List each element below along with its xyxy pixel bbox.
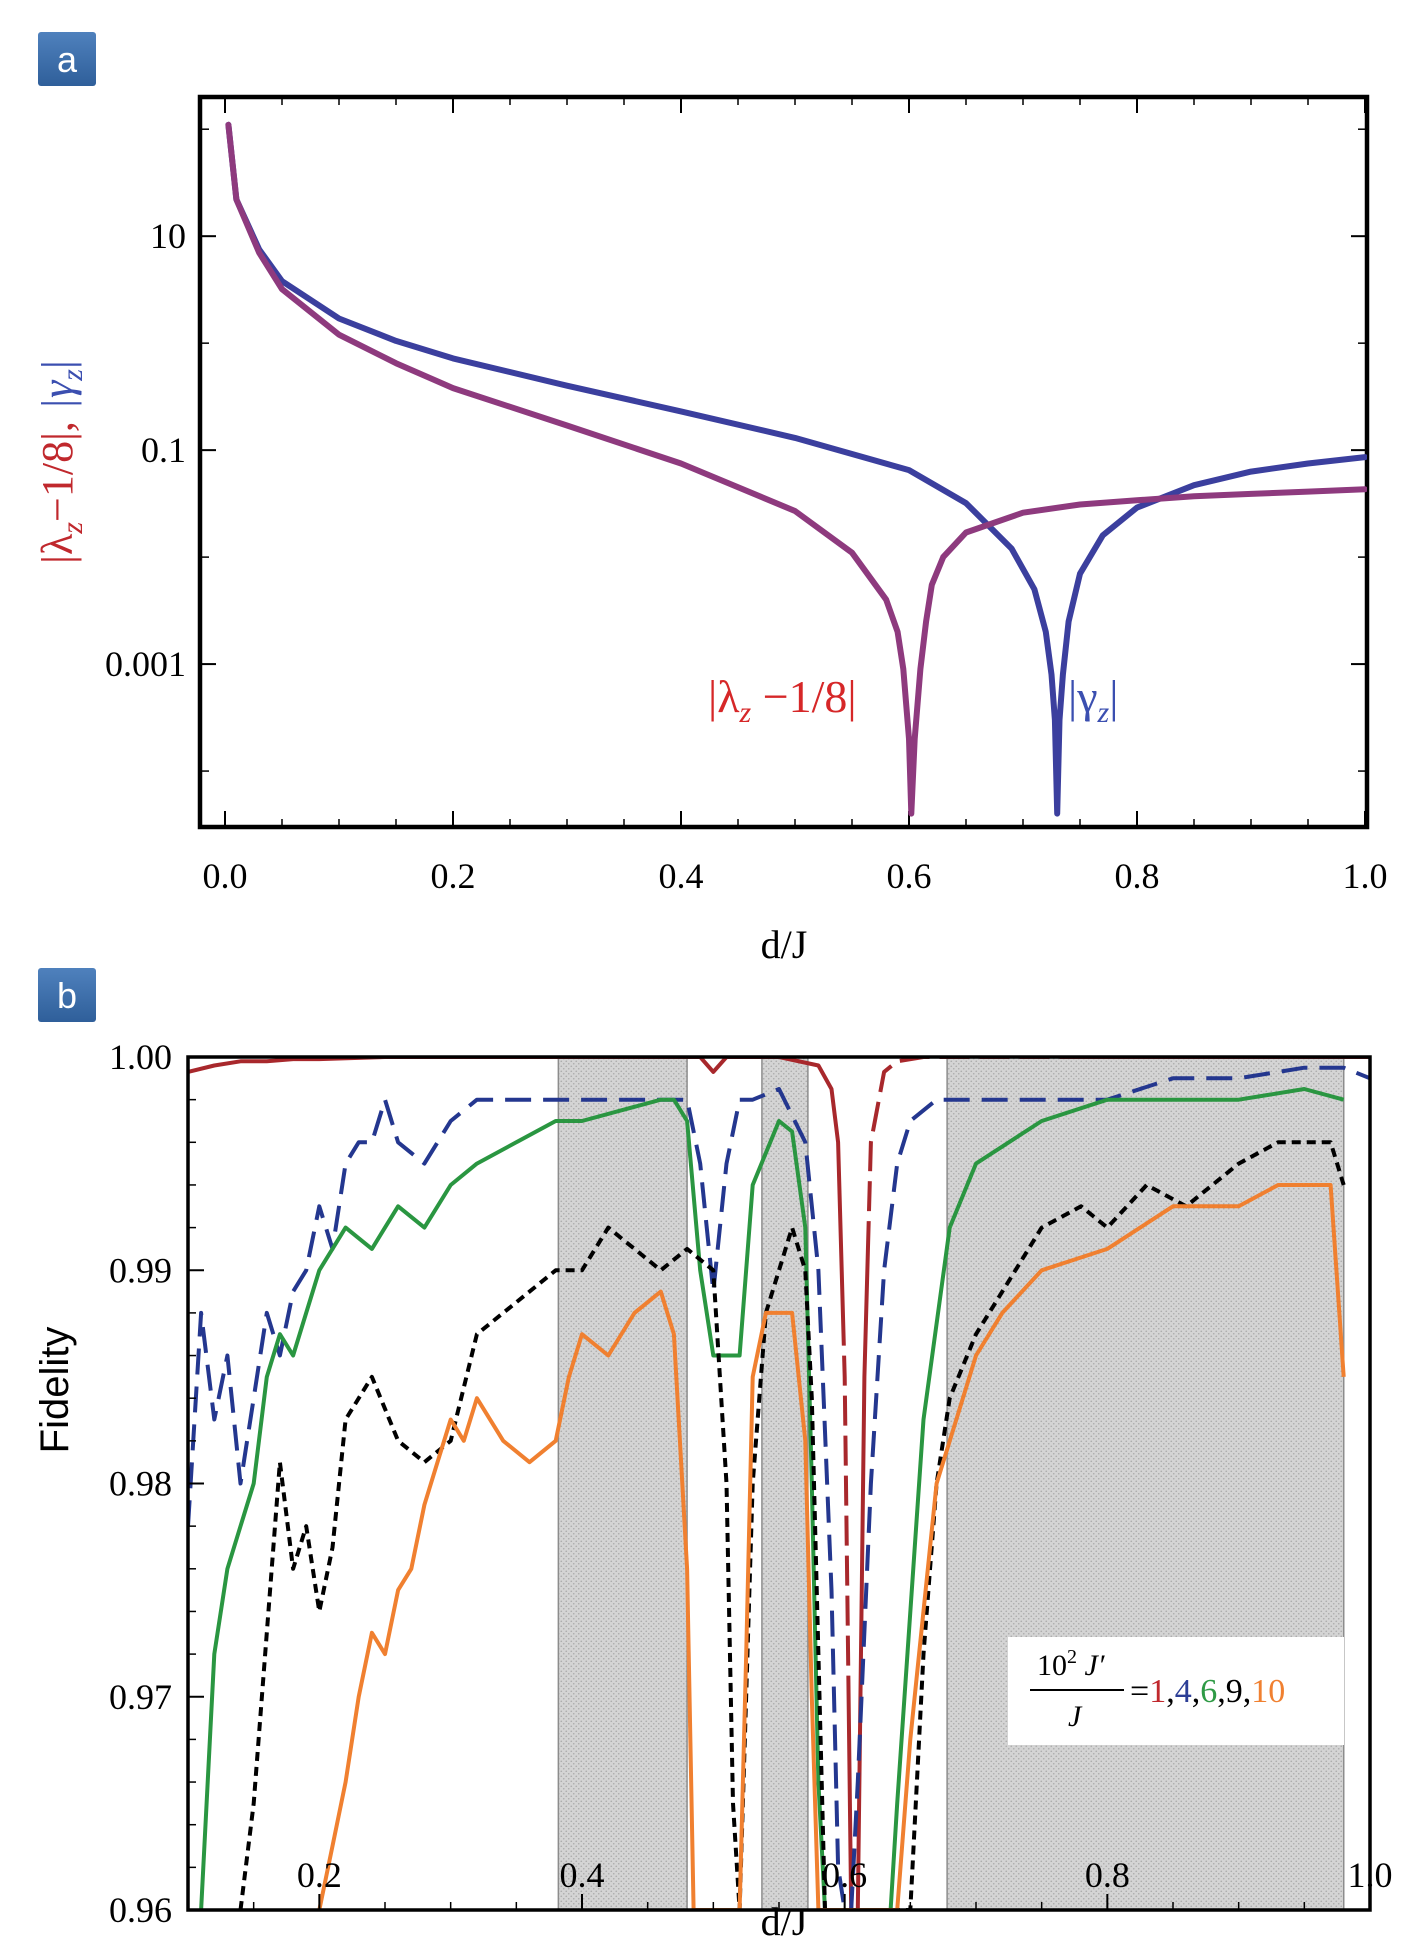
lambda-annot-sub: z — [739, 696, 752, 729]
panel-b-tag-box — [38, 968, 96, 1022]
panel-b-tag: b — [57, 975, 77, 1016]
panel-a-x-tick-label: 1.0 — [1343, 856, 1388, 896]
legend-value-10: 10 — [1251, 1673, 1285, 1710]
panel-b-x-tick-label: 0.2 — [297, 1855, 342, 1895]
panel-a: a 0.0 0.2 0.4 0.6 0.8 1.0 100.10.001 d/J |λz−… — [33, 32, 1388, 967]
panel-b-x-tick-label: 0.6 — [822, 1855, 867, 1895]
panel-a-y-title-gamma: |γ — [33, 379, 82, 410]
panel-b-y-tick-label: 0.96 — [109, 1890, 172, 1930]
panel-b-x-tick-label: 0.4 — [560, 1855, 605, 1895]
panel-b-y-tick-labels: 1.00 0.99 0.98 0.97 0.96 — [109, 1037, 172, 1930]
panel-a-x-tick-label: 0.4 — [659, 856, 704, 896]
panel-b-y-tick-label: 0.97 — [109, 1677, 172, 1717]
panel-b-ticks — [188, 1056, 1371, 1911]
legend-numerator: 102 J′ — [1037, 1646, 1105, 1682]
panel-a-x-tick-labels: 0.0 0.2 0.4 0.6 0.8 1.0 — [203, 856, 1388, 896]
panel-b-y-axis-title: Fidelity — [33, 1327, 77, 1454]
legend-num-var: J′ — [1077, 1649, 1105, 1682]
panel-a-tag-box — [38, 32, 96, 86]
panel-a-y-title-gamma-sub: z — [56, 369, 89, 382]
panel-a-x-tick-label: 0.0 — [203, 856, 248, 896]
panel-a-x-tick-label: 0.6 — [887, 856, 932, 896]
legend-equals: = — [1130, 1673, 1149, 1710]
panel-b-series — [188, 1057, 1370, 1910]
legend-value-4: 4 — [1175, 1673, 1192, 1710]
panel-a-y-title-lambda-sub: z — [56, 522, 89, 535]
panel-a-x-tick-label: 0.2 — [431, 856, 476, 896]
legend-value-6: 6 — [1200, 1673, 1217, 1710]
gamma-annot-sub: z — [1097, 696, 1110, 729]
panel-b-legend: 102 J′ J =1,4,6,9,10 — [1008, 1637, 1344, 1745]
panel-b-series-line-J10 — [317, 1183, 1346, 1910]
panel-a-y-tick-label: 0.1 — [141, 430, 186, 470]
gamma-annot-rest: | — [1109, 671, 1118, 722]
legend-num-exp: 2 — [1067, 1646, 1077, 1668]
panel-b: b 0.2 0.4 0.6 0.8 1.0 1.00 0.99 0.98 0.97 0.96 d… — [33, 968, 1393, 1938]
legend-sep-1: , — [1166, 1673, 1175, 1710]
legend-value-9: 9 — [1226, 1673, 1243, 1710]
legend-sep-3: , — [1217, 1673, 1226, 1710]
panel-b-y-tick-label: 0.98 — [109, 1464, 172, 1504]
legend-sep-4: , — [1243, 1673, 1252, 1710]
panel-a-x-axis-title: d/J — [761, 922, 808, 967]
panel-b-x-tick-label: 0.8 — [1085, 1855, 1130, 1895]
panel-a-y-title-lambda: |λ — [33, 533, 82, 564]
panel-a-plot-frame — [197, 94, 1370, 830]
panel-a-y-tick-labels: 10 0.1 0.001 — [105, 216, 186, 684]
panel-a-lambda-annotation: |λz −1/8| — [708, 671, 857, 729]
shaded-region — [946, 1056, 1345, 1911]
legend-denominator: J — [1068, 1700, 1083, 1733]
panel-b-shaded-regions — [557, 1056, 1345, 1911]
panel-b-series-line-J6 — [199, 1087, 1345, 1910]
panel-a-y-tick-label: 0.001 — [105, 644, 186, 684]
panel-a-tag: a — [57, 39, 78, 80]
legend-values: =1,4,6,9,10 — [1130, 1673, 1285, 1710]
panel-b-y-tick-label: 0.99 — [109, 1250, 172, 1290]
panel-b-series-line-J1 — [188, 1057, 1370, 1910]
legend-value-1: 1 — [1149, 1673, 1166, 1710]
panel-b-y-tick-label: 1.00 — [109, 1037, 172, 1077]
panel-b-series-line-J9 — [238, 1140, 1346, 1910]
panel-a-y-title-lambda-rest: −1/8|, — [33, 410, 82, 522]
lambda-annot-main: |λ — [708, 671, 740, 722]
panel-a-series-line-lambda — [225, 121, 1367, 817]
panel-a-y-axis-title: |λz−1/8|, |γz| — [33, 360, 89, 564]
panel-b-series-line-J4 — [188, 1065, 1370, 1910]
shaded-region — [557, 1056, 688, 1911]
panel-a-x-tick-label: 0.8 — [1115, 856, 1160, 896]
panel-a-y-title-gamma-bar: | — [33, 360, 82, 369]
panel-b-x-axis-title: d/J — [761, 1899, 808, 1938]
panel-b-x-tick-labels: 0.2 0.4 0.6 0.8 1.0 — [297, 1855, 1393, 1895]
panel-a-ticks — [200, 97, 1367, 827]
lambda-annot-rest: −1/8| — [751, 671, 856, 722]
legend-sep-2: , — [1192, 1673, 1201, 1710]
panel-b-x-tick-label: 1.0 — [1348, 1855, 1393, 1895]
legend-num-base: 10 — [1037, 1649, 1067, 1682]
panel-a-series — [225, 121, 1367, 817]
panel-a-y-tick-label: 10 — [150, 216, 186, 256]
gamma-annot-main: |γ — [1068, 671, 1098, 722]
panel-a-gamma-annotation: |γz| — [1068, 671, 1118, 729]
panel-a-series-line-gamma — [225, 121, 1367, 817]
